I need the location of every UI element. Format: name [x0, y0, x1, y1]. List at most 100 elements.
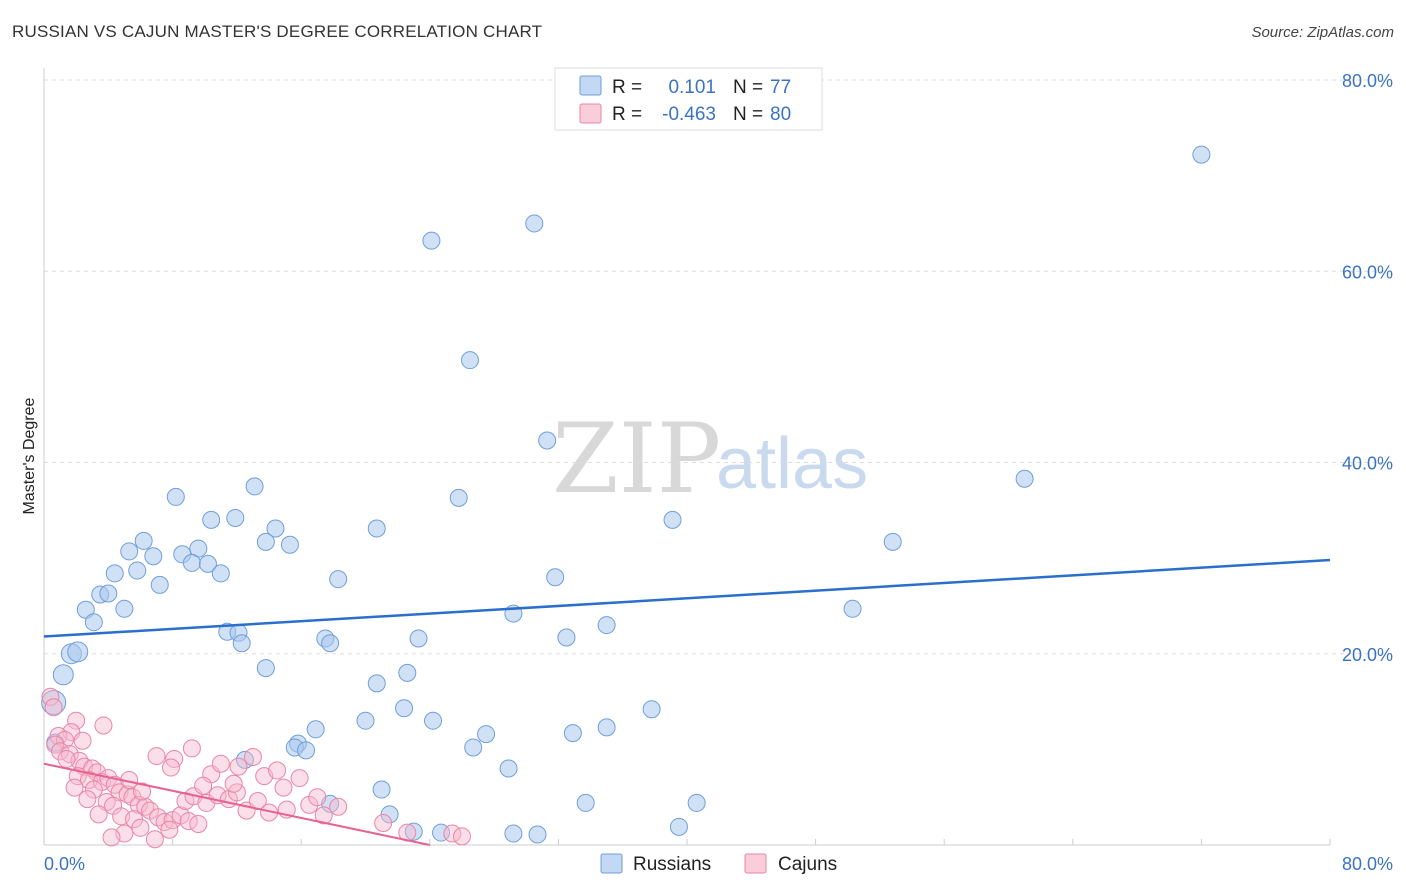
russians-point [232, 634, 251, 653]
legend-r-label-cajuns: R = [612, 104, 642, 125]
russians-point [546, 568, 565, 587]
russians-point [1192, 145, 1211, 164]
cajuns-point [129, 795, 148, 814]
watermark-zip: ZIP [552, 403, 721, 515]
cajuns-point [89, 805, 108, 824]
russians-point [367, 519, 386, 538]
legend-r-label-russians: R = [612, 77, 642, 98]
russians-point [297, 741, 316, 760]
cajuns-point [452, 827, 471, 846]
cajuns-point [60, 745, 79, 764]
gridlines [44, 79, 1392, 655]
russians-point [449, 488, 468, 507]
russians-point [128, 561, 147, 580]
russians-point [198, 554, 217, 573]
cajuns-point [55, 730, 74, 749]
russians-point [134, 531, 153, 550]
cajuns-point [189, 814, 208, 833]
russians-point [372, 780, 391, 799]
russians-point [528, 825, 547, 844]
cajuns-point [160, 820, 179, 839]
russians-point [99, 584, 118, 603]
legend-r-value-cajuns: -0.463 [662, 104, 716, 125]
russians-point [525, 214, 544, 233]
russians-point [52, 664, 74, 686]
cajuns-points [41, 687, 471, 849]
chart-title: RUSSIAN VS CAJUN MASTER'S DEGREE CORRELA… [12, 22, 543, 41]
russians-point [576, 793, 595, 812]
russians-point [663, 510, 682, 529]
x-tick-label-max: 80.0% [1342, 854, 1393, 874]
watermark-atlas: atlas [716, 424, 868, 504]
russians-point [115, 599, 134, 618]
cajuns-point [329, 797, 348, 816]
russians-point [538, 431, 557, 450]
russians-point [557, 628, 576, 647]
russians-point [367, 674, 386, 693]
russians-point [211, 564, 230, 583]
legend-r-value-russians: 0.101 [668, 77, 716, 98]
series-legend-swatch-russians [600, 853, 623, 874]
cajuns-point [118, 785, 137, 804]
cajuns-point [123, 788, 142, 807]
y-tick-label-60: 60.0% [1342, 262, 1393, 282]
y-tick-label-80: 80.0% [1342, 71, 1393, 91]
series-legend-swatch-cajuns [744, 853, 767, 874]
cajuns-point [65, 778, 84, 797]
cajuns-trend-line [43, 762, 431, 846]
cajuns-point [290, 769, 309, 788]
cajuns-point [161, 758, 180, 777]
russians-point [105, 564, 124, 583]
x-ticks: 0.0% 80.0% [43, 839, 1393, 874]
russians-point [144, 547, 163, 566]
russians-point [409, 629, 428, 648]
cajuns-point [44, 698, 63, 717]
watermark: ZIP atlas [552, 403, 868, 515]
russians-point [669, 817, 688, 836]
y-ticks: 20.0% 40.0% 60.0% 80.0% [1342, 71, 1393, 665]
legend-n-label-russians: N = [733, 77, 763, 98]
russians-point [398, 663, 417, 682]
series-legend-label-russians: Russians [633, 854, 711, 875]
russians-point [329, 570, 348, 589]
cajuns-point [308, 788, 327, 807]
russians-point [499, 759, 518, 778]
stats-legend: R = 0.101 N = 77 R = -0.463 N = 80 [554, 67, 823, 131]
russians-point [395, 699, 414, 718]
russians-point [687, 793, 706, 812]
russians-point [597, 718, 616, 737]
russians-point [256, 659, 275, 678]
russians-point [280, 535, 299, 554]
series-legend: Russians Cajuns [600, 853, 837, 875]
russians-trend-line [43, 558, 1331, 638]
cajuns-point [84, 780, 103, 799]
legend-swatch-russians [579, 75, 602, 96]
russians-point [843, 599, 862, 618]
legend-n-label-cajuns: N = [733, 104, 763, 125]
russians-point [41, 690, 67, 716]
cajuns-point [243, 748, 262, 767]
x-tick-label-min: 0.0% [44, 854, 85, 874]
russians-point [306, 720, 325, 739]
russians-point [245, 477, 264, 496]
russians-point [597, 616, 616, 635]
russians-point [424, 711, 443, 730]
cajuns-point [182, 739, 201, 758]
y-tick-label-20: 20.0% [1342, 645, 1393, 665]
cajuns-point [94, 716, 113, 735]
cajuns-point [133, 782, 152, 801]
cajuns-point [229, 757, 248, 776]
russians-point [404, 822, 423, 841]
cajuns-point [67, 711, 86, 730]
russians-point [563, 724, 582, 743]
russians-point [883, 532, 902, 551]
russians-point [226, 508, 245, 527]
russians-point [150, 575, 169, 594]
source-credit: Source: ZipAtlas.com [1251, 24, 1394, 41]
cajuns-point [73, 731, 92, 750]
russians-point [642, 700, 661, 719]
russians-point [166, 487, 185, 506]
russians-points [41, 145, 1211, 844]
russians-point [67, 641, 89, 663]
russians-point [202, 510, 221, 529]
